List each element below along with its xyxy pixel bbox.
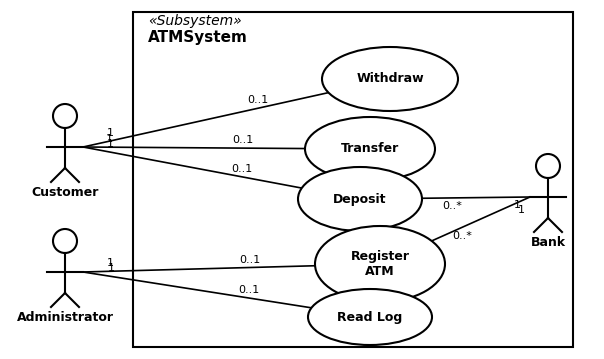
Text: 0..*: 0..* <box>442 201 462 211</box>
Text: 0..1: 0..1 <box>248 95 269 105</box>
Text: Administrator: Administrator <box>16 311 114 324</box>
Text: Withdraw: Withdraw <box>356 73 424 85</box>
Ellipse shape <box>305 117 435 181</box>
Ellipse shape <box>315 226 445 302</box>
Text: «Subsystem»: «Subsystem» <box>148 14 242 28</box>
Text: Register
ATM: Register ATM <box>350 250 410 278</box>
Text: 0..1: 0..1 <box>233 135 254 145</box>
Text: Deposit: Deposit <box>333 192 387 205</box>
Bar <box>133 12 573 347</box>
Text: Bank: Bank <box>530 236 565 249</box>
Ellipse shape <box>298 167 422 231</box>
Text: 0..1: 0..1 <box>238 285 259 295</box>
Text: Customer: Customer <box>31 186 98 199</box>
Text: 1: 1 <box>108 128 114 137</box>
Text: 0..1: 0..1 <box>231 164 252 174</box>
Text: 0..1: 0..1 <box>239 255 260 265</box>
Text: 1: 1 <box>513 200 521 210</box>
Text: 1: 1 <box>108 139 114 149</box>
Text: Read Log: Read Log <box>338 311 403 323</box>
Text: 1: 1 <box>108 264 115 274</box>
Ellipse shape <box>322 47 458 111</box>
Text: 1: 1 <box>107 258 114 268</box>
Text: Transfer: Transfer <box>341 143 399 155</box>
Text: 0..*: 0..* <box>452 231 472 241</box>
Ellipse shape <box>308 289 432 345</box>
Text: ATMSystem: ATMSystem <box>148 30 248 45</box>
Text: 1: 1 <box>518 205 525 215</box>
Text: 1: 1 <box>106 134 113 144</box>
